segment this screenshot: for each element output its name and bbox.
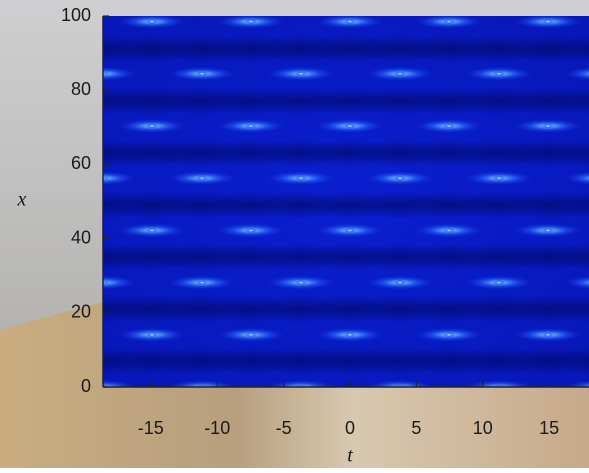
y-tick-label: 60 xyxy=(71,153,91,173)
heatmap-peak xyxy=(295,176,307,181)
x-tick-label: -10 xyxy=(204,418,230,438)
heatmap-peak xyxy=(196,71,208,76)
x-tick-label: 10 xyxy=(473,418,493,438)
heatmap-peak xyxy=(443,19,455,24)
y-tick-label: 100 xyxy=(61,5,91,25)
y-tick-label: 40 xyxy=(71,227,91,247)
heatmap-peak xyxy=(394,71,406,76)
heatmap-peak xyxy=(245,19,257,24)
x-axis-label: t xyxy=(347,445,353,467)
heatmap-peak xyxy=(196,176,208,181)
heatmap-peak xyxy=(493,176,505,181)
heatmap-peak xyxy=(443,124,455,129)
heatmap-peak xyxy=(394,176,406,181)
heatmap-peak xyxy=(344,228,356,233)
chart: t x -15 -10 -5 0 5 10 15 0 20 40 60 80 100 xyxy=(0,0,589,468)
heatmap-peak xyxy=(493,280,505,285)
y-tick-label: 20 xyxy=(71,302,91,322)
page: t x -15-10-5051015020406080100 (() => { … xyxy=(0,0,589,468)
heatmap-peak xyxy=(542,332,554,337)
heatmap-peak xyxy=(146,124,158,129)
x-tick-label: 0 xyxy=(345,418,355,438)
heatmap-peak xyxy=(542,19,554,24)
y-axis-label: x xyxy=(17,189,27,211)
heatmap-peak xyxy=(146,19,158,24)
x-tick-label: 5 xyxy=(411,418,421,438)
heatmap-peak xyxy=(394,280,406,285)
heatmap-peak xyxy=(245,228,257,233)
heatmap-peak xyxy=(542,124,554,129)
heatmap-peak xyxy=(493,71,505,76)
heatmap-peak xyxy=(295,280,307,285)
x-tick-label: 15 xyxy=(539,418,559,438)
heatmap-peak xyxy=(146,332,158,337)
heatmap-peak xyxy=(542,228,554,233)
heatmap-peak xyxy=(196,280,208,285)
x-tick-label: -15 xyxy=(138,418,164,438)
heatmap-peak xyxy=(146,228,158,233)
x-tick-label: -5 xyxy=(276,418,292,438)
heatmap-peak xyxy=(344,124,356,129)
y-tick-label: 0 xyxy=(81,376,91,396)
heatmap-peak xyxy=(443,332,455,337)
heatmap-peak xyxy=(245,332,257,337)
heatmap-peak xyxy=(443,228,455,233)
heatmap-peak xyxy=(344,19,356,24)
heatmap-peak xyxy=(295,71,307,76)
y-tick-label: 80 xyxy=(71,79,91,99)
heatmap-peak xyxy=(245,124,257,129)
heatmap-peak xyxy=(344,332,356,337)
